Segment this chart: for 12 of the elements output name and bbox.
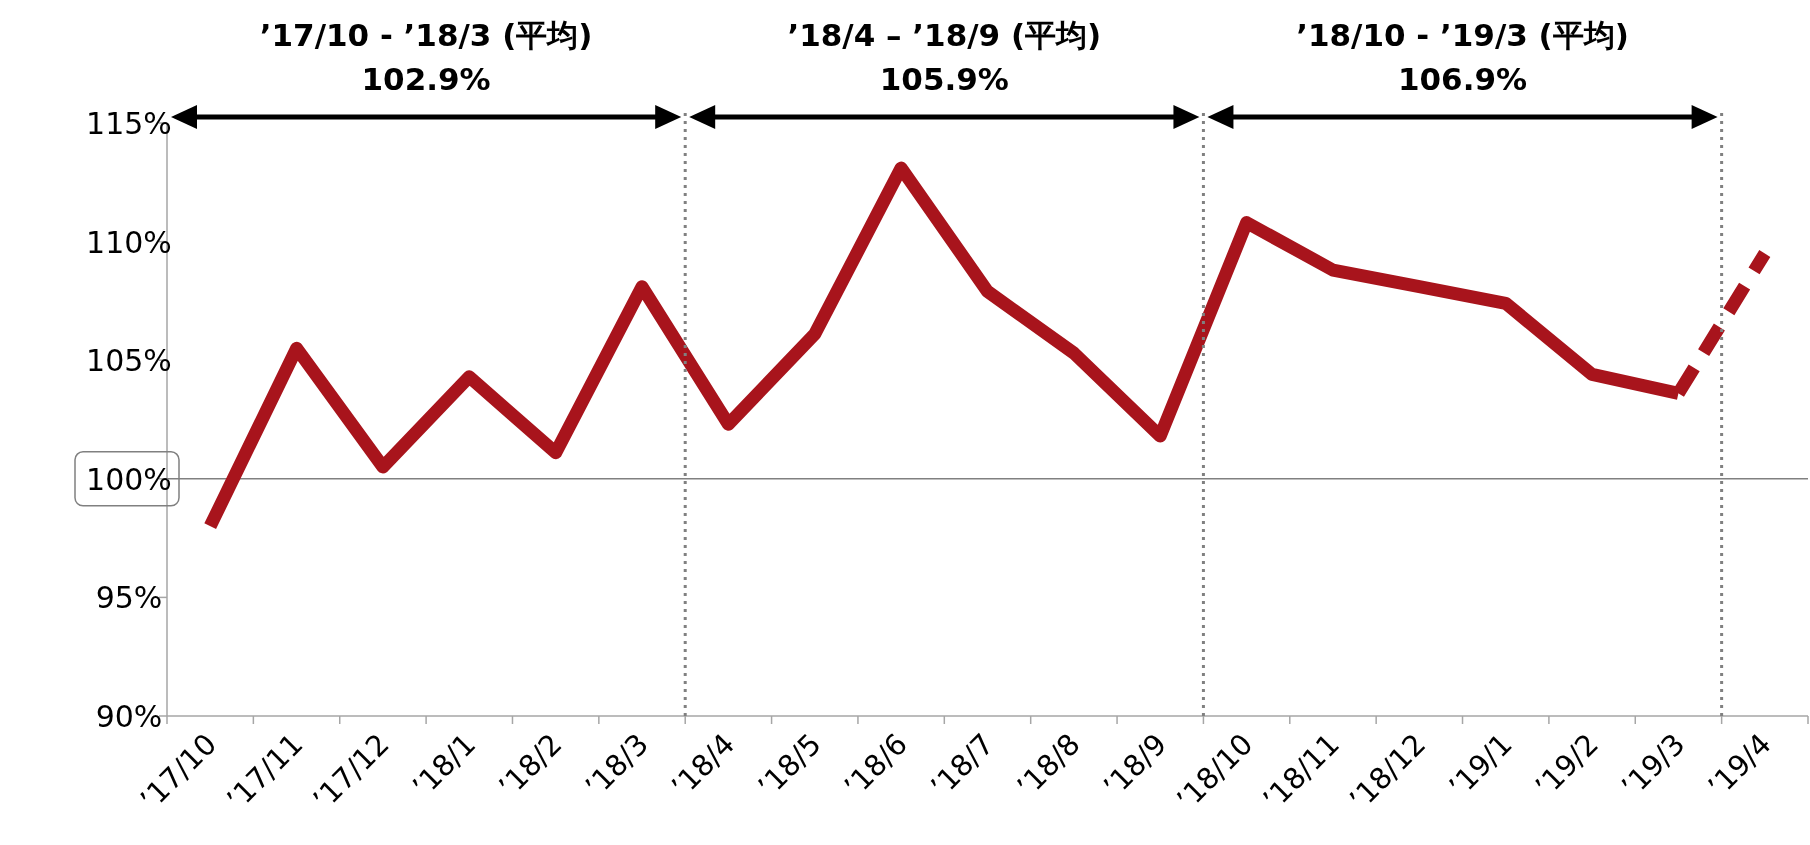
text: 105.9%	[879, 61, 1009, 97]
text: 102.9%	[361, 61, 491, 97]
y-tick-label: 115%	[86, 106, 172, 141]
y-tick-label: 110%	[86, 224, 172, 260]
text: ’18/4 – ’18/9 (平均)	[787, 17, 1102, 53]
y-tick-label: 90%	[95, 699, 163, 734]
y-tick-label: 95%	[95, 580, 163, 616]
text: 106.9%	[1397, 61, 1528, 97]
text: ’17/10 - ’18/3 (平均)	[259, 17, 593, 53]
text: ’18/10 - ’19/3 (平均)	[1296, 17, 1629, 53]
y-tick-label: 105%	[86, 343, 172, 379]
y-tick-label: 100%	[86, 461, 172, 497]
